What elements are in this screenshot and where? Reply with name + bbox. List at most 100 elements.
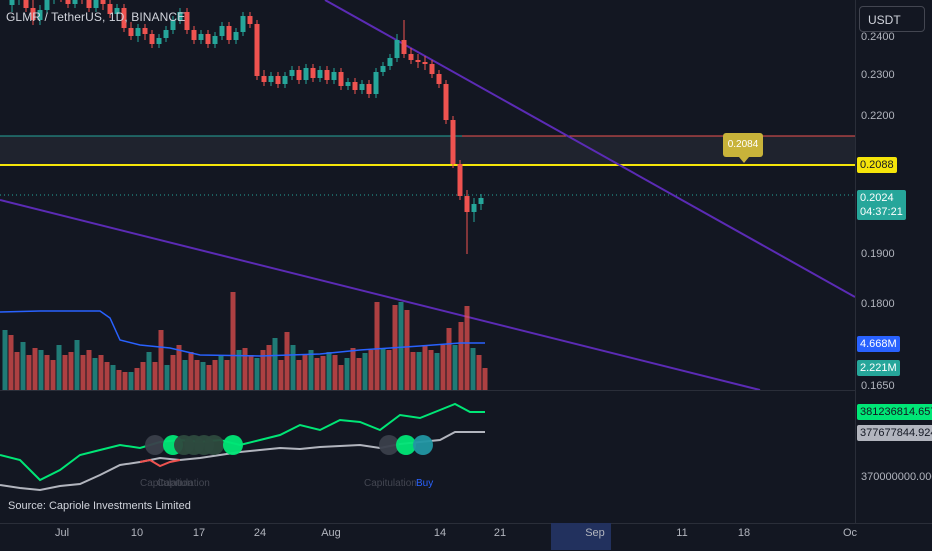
volume-bar xyxy=(68,352,74,390)
candle-body xyxy=(324,70,330,80)
candle-body xyxy=(422,62,428,64)
volume-bar xyxy=(14,352,20,390)
volume-bar xyxy=(482,368,488,390)
time-tick: 17 xyxy=(192,527,206,539)
time-tick: Oc xyxy=(842,527,858,539)
volume-bar xyxy=(470,348,476,390)
time-tick: 21 xyxy=(493,527,507,539)
symbol-title[interactable]: GLMR / TetherUS, 1D, BINANCE xyxy=(6,10,186,24)
time-tick: 10 xyxy=(130,527,144,539)
volume-bar xyxy=(332,355,338,390)
volume-bar xyxy=(404,310,410,390)
volume-bar xyxy=(422,345,428,390)
volume-bar xyxy=(50,360,56,390)
candle-body xyxy=(352,82,358,90)
volume-bar xyxy=(176,345,182,390)
volume-bar xyxy=(26,355,32,390)
candle-body xyxy=(359,84,365,90)
volume-bar xyxy=(224,360,230,390)
candle-body xyxy=(205,34,211,44)
volume-bar xyxy=(80,355,86,390)
volume-bar xyxy=(290,345,296,390)
volume-bar xyxy=(368,350,374,390)
volume-ma-line xyxy=(0,310,485,357)
candle-body xyxy=(408,54,414,60)
candle-body xyxy=(37,10,43,20)
volume-bar xyxy=(20,342,26,390)
capitulation-label: Capitulation xyxy=(140,478,193,489)
volume-bar xyxy=(32,348,38,390)
volume-bar xyxy=(320,356,326,390)
candle-body xyxy=(128,28,134,36)
volume-bar xyxy=(308,350,314,390)
volume-bar xyxy=(128,372,134,390)
candle-body xyxy=(9,0,15,5)
volume-bar xyxy=(56,345,62,390)
currency-button[interactable]: USDT xyxy=(859,6,925,32)
price-tick: 0.2400 xyxy=(861,31,895,43)
price-chart-canvas[interactable] xyxy=(0,0,855,523)
candle-body xyxy=(436,74,442,84)
volume-bar xyxy=(278,360,284,390)
candle-body xyxy=(296,70,302,80)
lower-trendline xyxy=(0,199,761,391)
candle-body xyxy=(233,32,239,40)
signal-marker xyxy=(204,435,224,455)
candle-body xyxy=(86,0,92,8)
candle-body xyxy=(212,36,218,44)
volume-bar xyxy=(188,352,194,390)
volume-bar xyxy=(200,362,206,390)
indicator-red-segment xyxy=(139,458,181,468)
candle-body xyxy=(303,68,309,80)
candle-body xyxy=(135,28,141,36)
level-price-badge: 0.2088 xyxy=(857,157,897,173)
volume-bar xyxy=(194,360,200,390)
price-tick: 0.1800 xyxy=(861,298,895,310)
volume-bar xyxy=(464,306,470,390)
volume-bar xyxy=(374,302,380,390)
time-axis[interactable] xyxy=(0,523,932,551)
pane-separator[interactable] xyxy=(0,390,855,391)
candle-body xyxy=(114,8,120,14)
volume-bar xyxy=(416,352,422,390)
volume-bar xyxy=(92,358,98,390)
candle-body xyxy=(44,0,50,10)
volume-bar xyxy=(428,350,434,390)
candle-body xyxy=(429,64,435,74)
candle-body xyxy=(471,204,477,212)
volume-bar xyxy=(296,360,302,390)
candle-body xyxy=(240,16,246,32)
signal-marker xyxy=(379,435,399,455)
volume-bar xyxy=(140,362,146,390)
candle-body xyxy=(331,72,337,80)
volume-bar xyxy=(248,355,254,390)
volume-bar xyxy=(440,345,446,390)
volume-layer xyxy=(0,292,488,390)
candle-body xyxy=(338,72,344,86)
candle-body xyxy=(457,164,463,196)
signal-marker xyxy=(223,435,243,455)
candles-layer xyxy=(9,0,484,254)
volume-bar xyxy=(350,348,356,390)
volume-bar xyxy=(38,350,44,390)
volume-bar xyxy=(236,350,242,390)
indicator-grey-badge: 377677844.9249 xyxy=(857,425,932,441)
volume-bar xyxy=(260,350,266,390)
volume-bar xyxy=(356,358,362,390)
volume-bar xyxy=(44,355,50,390)
volume-bar xyxy=(458,322,464,390)
candle-body xyxy=(184,12,190,30)
volume-bar xyxy=(242,348,248,390)
volume-bar xyxy=(98,355,104,390)
price-tick: 0.1650 xyxy=(861,380,895,392)
candle-body xyxy=(65,0,71,4)
candle-body xyxy=(450,120,456,164)
price-tooltip[interactable]: 0.2084 xyxy=(723,133,763,163)
current-price-badge: 0.2024 04:37:21 xyxy=(857,190,906,220)
candle-body xyxy=(366,84,372,94)
volume-bar xyxy=(218,355,224,390)
candle-body xyxy=(268,76,274,82)
volume-bar xyxy=(230,292,236,390)
time-tick: Aug xyxy=(321,527,341,539)
current-price: 0.2024 xyxy=(860,192,894,204)
